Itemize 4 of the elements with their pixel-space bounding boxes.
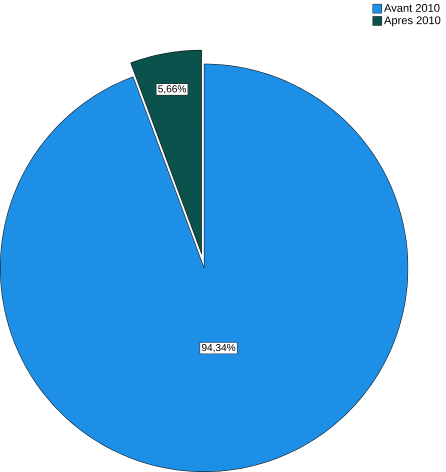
data-label: 5,66% [158, 85, 186, 94]
slice-label: Avant 2010 [384, 4, 440, 12]
legend-label: Apres 2010 [384, 16, 440, 26]
data-label: 94,34% [202, 344, 236, 352]
